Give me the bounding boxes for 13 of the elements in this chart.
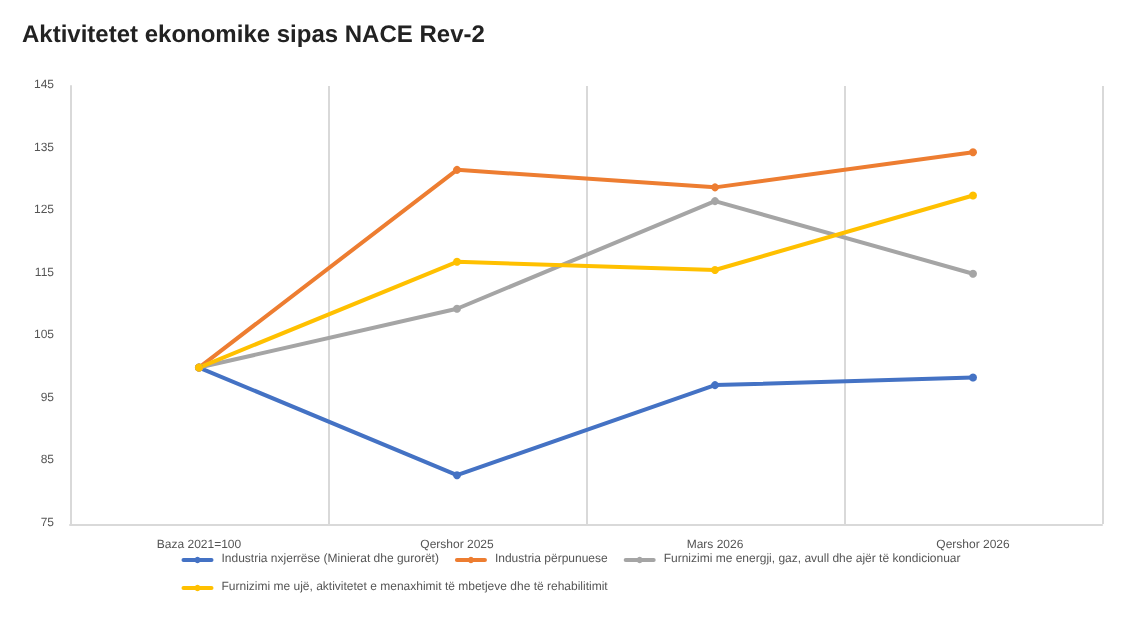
point bbox=[969, 373, 977, 382]
point bbox=[453, 165, 461, 174]
point bbox=[969, 269, 977, 278]
point bbox=[711, 197, 719, 206]
point bbox=[453, 257, 461, 266]
point bbox=[453, 304, 461, 313]
point bbox=[711, 381, 719, 390]
point bbox=[969, 191, 977, 200]
point bbox=[969, 148, 977, 157]
point bbox=[711, 183, 719, 192]
chart-title: Aktivitetet ekonomike sipas NACE Rev-2 bbox=[22, 20, 486, 48]
point bbox=[453, 471, 461, 480]
point bbox=[711, 265, 719, 274]
